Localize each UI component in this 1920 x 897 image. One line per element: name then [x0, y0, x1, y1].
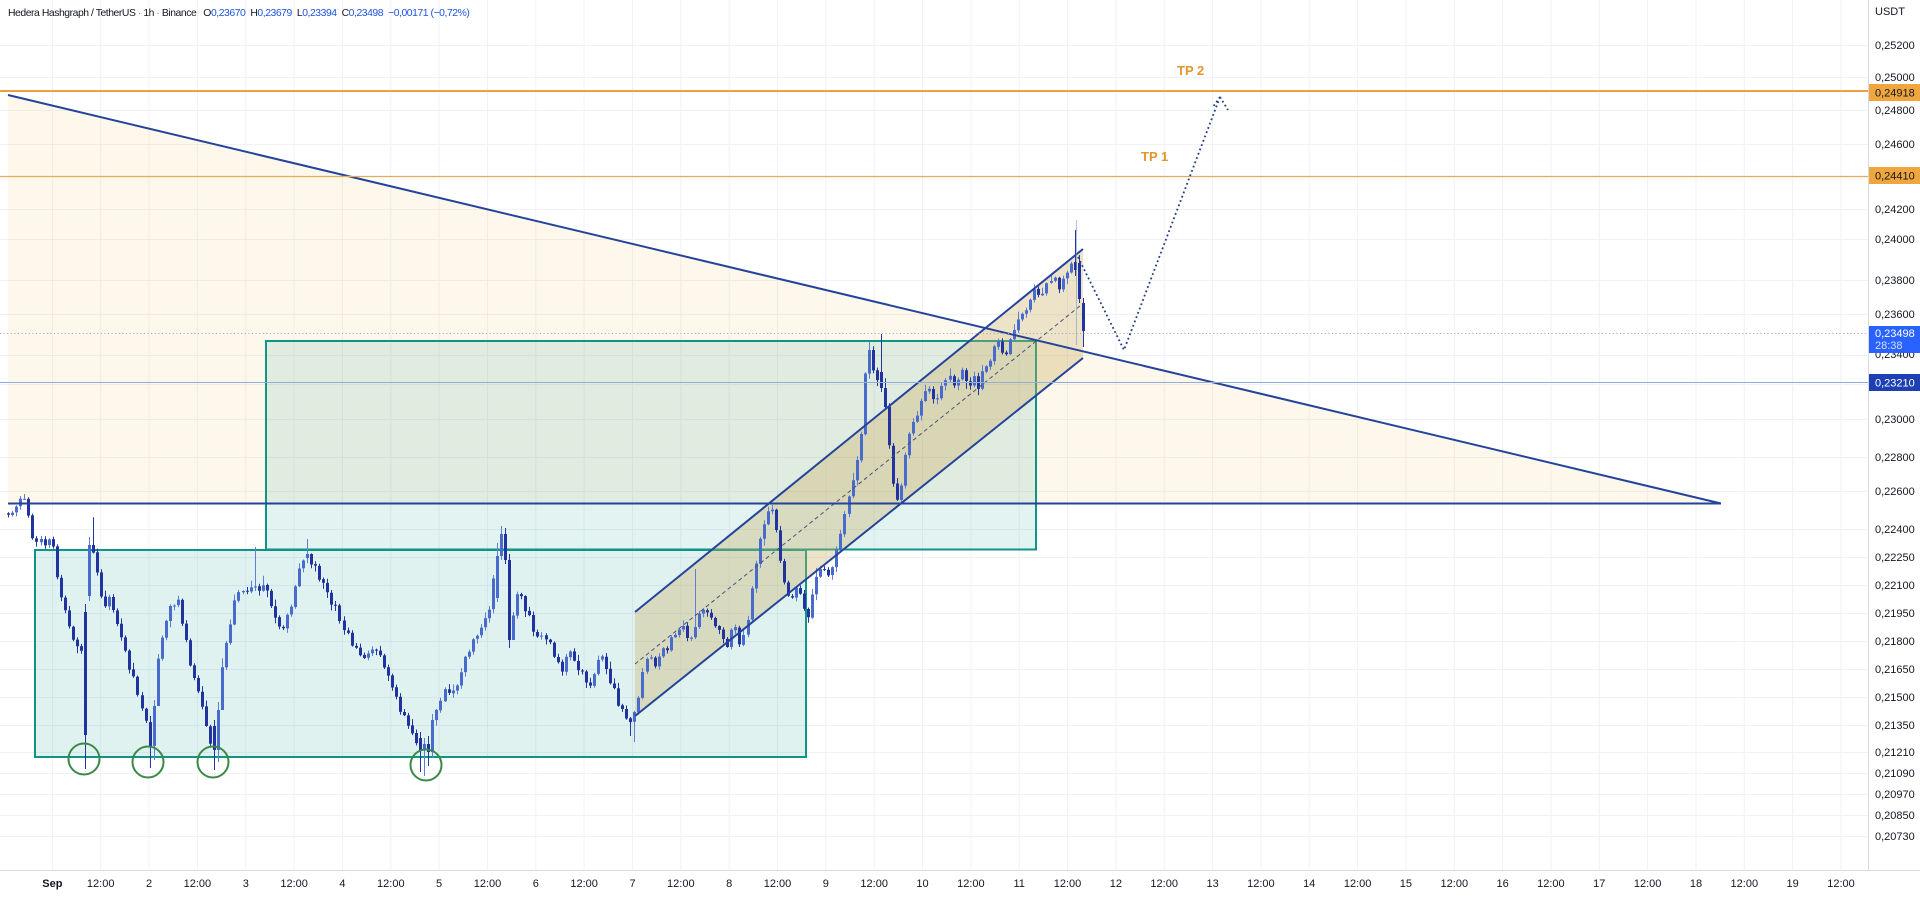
svg-text:12:00: 12:00	[184, 878, 212, 890]
svg-text:0,21650: 0,21650	[1875, 664, 1915, 676]
svg-text:0,24410: 0,24410	[1875, 171, 1915, 183]
svg-text:12:00: 12:00	[1150, 878, 1178, 890]
svg-text:11: 11	[1013, 878, 1024, 890]
svg-text:0,22100: 0,22100	[1875, 580, 1915, 592]
svg-text:2: 2	[146, 878, 152, 890]
svg-text:12:00: 12:00	[1634, 878, 1662, 890]
svg-text:7: 7	[629, 878, 635, 890]
svg-text:16: 16	[1496, 878, 1508, 890]
svg-text:12:00: 12:00	[280, 878, 308, 890]
svg-text:0,21090: 0,21090	[1875, 768, 1915, 780]
svg-text:0,20730: 0,20730	[1875, 831, 1915, 843]
svg-text:0,25200: 0,25200	[1875, 40, 1915, 52]
svg-text:0,23498: 0,23498	[1875, 328, 1915, 340]
svg-text:12:00: 12:00	[667, 878, 695, 890]
svg-text:0,22400: 0,22400	[1875, 524, 1915, 536]
svg-text:0,24918: 0,24918	[1875, 88, 1915, 100]
svg-text:12: 12	[1110, 878, 1122, 890]
svg-text:0,23800: 0,23800	[1875, 275, 1915, 287]
svg-text:0,24000: 0,24000	[1875, 234, 1915, 246]
svg-text:0,22600: 0,22600	[1875, 486, 1915, 498]
svg-text:12:00: 12:00	[377, 878, 405, 890]
svg-text:0,21210: 0,21210	[1875, 747, 1915, 759]
svg-text:10: 10	[916, 878, 928, 890]
svg-text:12:00: 12:00	[1054, 878, 1082, 890]
svg-text:Hedera Hashgraph / TetherUS ·: Hedera Hashgraph / TetherUS · 1h · Binan…	[8, 8, 469, 19]
svg-text:12:00: 12:00	[957, 878, 985, 890]
svg-text:18: 18	[1690, 878, 1702, 890]
svg-text:0,20970: 0,20970	[1875, 789, 1915, 801]
svg-text:12:00: 12:00	[1247, 878, 1275, 890]
svg-text:0,24200: 0,24200	[1875, 204, 1915, 216]
svg-text:0,20850: 0,20850	[1875, 810, 1915, 822]
svg-text:0,21500: 0,21500	[1875, 692, 1915, 704]
svg-text:0,23600: 0,23600	[1875, 309, 1915, 321]
svg-text:12:00: 12:00	[87, 878, 115, 890]
svg-text:12:00: 12:00	[1731, 878, 1759, 890]
svg-text:USDT: USDT	[1875, 6, 1905, 18]
svg-text:12:00: 12:00	[1344, 878, 1372, 890]
svg-text:Sep: Sep	[42, 878, 62, 890]
svg-text:12:00: 12:00	[1827, 878, 1855, 890]
svg-text:28:38: 28:38	[1875, 340, 1903, 352]
svg-text:3: 3	[243, 878, 249, 890]
svg-text:6: 6	[533, 878, 539, 890]
svg-text:0,23000: 0,23000	[1875, 414, 1915, 426]
svg-text:0,24800: 0,24800	[1875, 105, 1915, 117]
svg-text:0,25000: 0,25000	[1875, 72, 1915, 84]
svg-text:0,21800: 0,21800	[1875, 636, 1915, 648]
svg-text:0,24600: 0,24600	[1875, 139, 1915, 151]
svg-text:12:00: 12:00	[570, 878, 598, 890]
svg-text:9: 9	[823, 878, 829, 890]
svg-text:0,21350: 0,21350	[1875, 720, 1915, 732]
svg-text:TP 2: TP 2	[1177, 63, 1204, 78]
svg-text:5: 5	[436, 878, 442, 890]
svg-text:0,23210: 0,23210	[1875, 378, 1915, 390]
svg-text:19: 19	[1786, 878, 1798, 890]
svg-text:8: 8	[726, 878, 732, 890]
svg-text:12:00: 12:00	[1537, 878, 1565, 890]
svg-text:13: 13	[1206, 878, 1218, 890]
svg-text:17: 17	[1593, 878, 1605, 890]
svg-text:12:00: 12:00	[474, 878, 502, 890]
svg-text:0,22250: 0,22250	[1875, 552, 1915, 564]
svg-text:12:00: 12:00	[1441, 878, 1469, 890]
svg-text:14: 14	[1303, 878, 1315, 890]
svg-text:12:00: 12:00	[764, 878, 792, 890]
svg-text:0,21950: 0,21950	[1875, 608, 1915, 620]
svg-text:0,22800: 0,22800	[1875, 452, 1915, 464]
svg-text:4: 4	[339, 878, 345, 890]
svg-text:15: 15	[1400, 878, 1412, 890]
svg-text:12:00: 12:00	[860, 878, 888, 890]
svg-text:TP 1: TP 1	[1141, 149, 1168, 164]
